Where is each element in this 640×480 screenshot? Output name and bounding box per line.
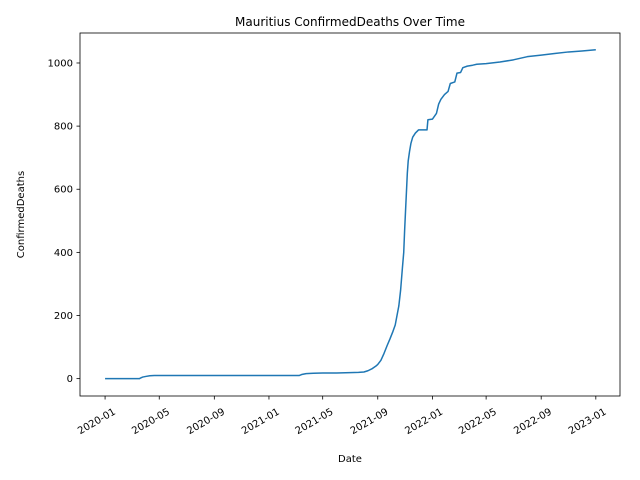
series-line-confirmed-deaths — [105, 48, 596, 380]
y-tick-label: 600 — [54, 185, 73, 196]
x-tick-label: 2020-09 — [185, 407, 227, 437]
x-tick-label: 2022-05 — [457, 407, 499, 437]
plot-area — [79, 32, 621, 397]
x-tick-label: 2021-05 — [294, 407, 336, 437]
x-tick-label: 2022-09 — [512, 407, 554, 437]
y-tick-label: 1000 — [48, 58, 73, 69]
y-tick-label: 200 — [54, 311, 73, 322]
x-axis-label: Date — [338, 454, 362, 465]
x-tick-label: 2020-01 — [76, 407, 118, 437]
x-tick-label: 2021-09 — [349, 407, 391, 437]
x-axis: 2020-01 2020-05 2020-09 2021-01 2021-05 2021-… — [76, 396, 609, 437]
y-axis: 0 200 400 600 800 1000 — [48, 58, 80, 385]
y-axis-label: ConfirmedDeaths — [16, 171, 27, 258]
x-tick-label: 2022-01 — [403, 407, 445, 437]
x-tick-label: 2021-01 — [240, 407, 282, 437]
x-tick-label: 2023-01 — [567, 407, 609, 437]
y-tick-label: 0 — [67, 374, 73, 385]
y-tick-label: 400 — [54, 248, 73, 259]
chart-title: Mauritius ConfirmedDeaths Over Time — [235, 15, 465, 29]
axes-frame — [79, 32, 621, 397]
x-tick-label: 2020-05 — [130, 407, 172, 437]
y-tick-label: 800 — [54, 122, 73, 133]
